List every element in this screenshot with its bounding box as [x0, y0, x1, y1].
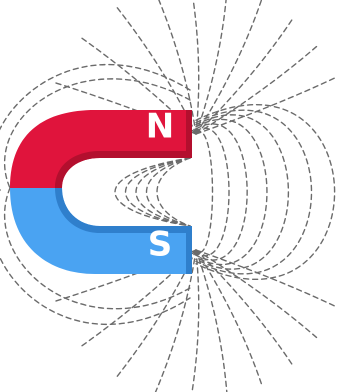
- south-pole-label: S: [148, 225, 173, 265]
- north-pole-arm: [10, 110, 192, 188]
- field-ray-south-8: [195, 249, 319, 339]
- field-loop-right-5: [195, 109, 313, 275]
- field-ray-south-7: [195, 249, 294, 366]
- field-ray-north-2: [115, 6, 197, 135]
- field-outer-arc-3: [0, 189, 191, 325]
- field-loop-right-3: [195, 118, 268, 266]
- field-loop-right-4: [195, 114, 290, 270]
- field-loop-inner-1: [146, 157, 191, 227]
- field-ray-north-7: [195, 18, 294, 135]
- field-ray-north-3: [158, 0, 197, 135]
- field-ray-north-0: [54, 81, 197, 135]
- field-ray-south-2: [115, 249, 197, 378]
- field-ray-south-9: [195, 249, 336, 307]
- field-ray-north-6: [195, 0, 263, 135]
- field-loop-right-6: [195, 104, 336, 280]
- north-pole-label: N: [146, 107, 174, 147]
- field-outer-arc-2: [0, 64, 191, 191]
- field-loop-inner-3: [125, 157, 191, 227]
- field-loop-inner-2: [135, 157, 191, 227]
- field-ray-north-8: [195, 45, 319, 135]
- field-ray-south-0: [54, 249, 197, 303]
- north-pole-shade: [55, 151, 192, 188]
- field-loop-inner-0: [156, 157, 191, 227]
- field-loop-right-0: [195, 130, 214, 254]
- south-pole-shade: [55, 188, 192, 233]
- field-loop-inner-4: [114, 157, 191, 227]
- field-ray-north-1: [80, 36, 197, 135]
- field-ray-north-9: [195, 77, 336, 135]
- field-ray-south-3: [154, 249, 197, 392]
- field-ray-north-5: [195, 0, 227, 135]
- field-ray-south-5: [195, 249, 228, 392]
- horseshoe-magnet: N S: [10, 107, 192, 274]
- field-ray-south-1: [80, 249, 197, 348]
- field-ray-south-6: [195, 249, 263, 386]
- field-outer-arc-0: [4, 78, 191, 189]
- south-pole-tip: [186, 226, 192, 274]
- field-ray-north-4: [192, 0, 200, 135]
- field-outer-arc-1: [4, 187, 191, 310]
- magnetic-field-lines: [0, 0, 336, 392]
- field-loop-right-2: [195, 123, 248, 261]
- field-loop-right-1: [195, 127, 230, 257]
- north-pole-tip: [186, 110, 192, 158]
- field-ray-south-4: [191, 249, 200, 392]
